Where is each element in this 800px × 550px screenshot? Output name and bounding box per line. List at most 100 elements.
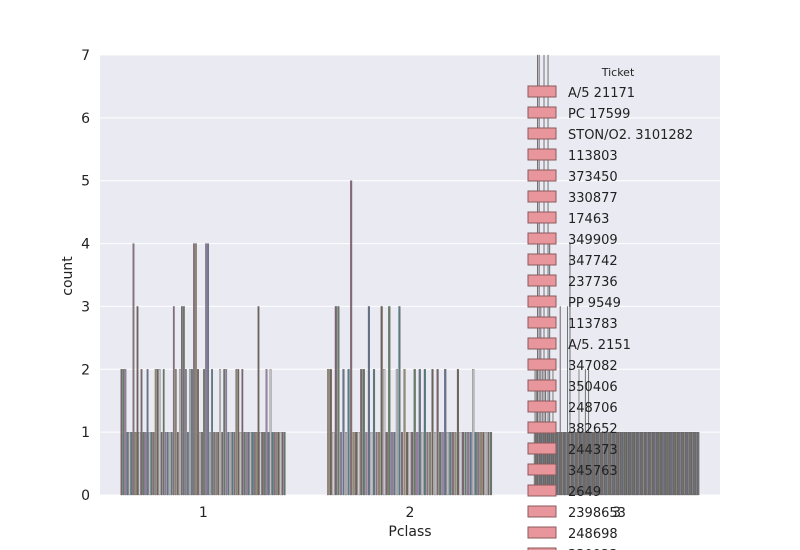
bar xyxy=(588,431,590,496)
bar xyxy=(201,431,203,496)
bar xyxy=(156,369,159,496)
legend-swatch xyxy=(527,211,557,224)
bar xyxy=(560,431,562,496)
bar xyxy=(577,431,579,496)
bar xyxy=(158,369,161,496)
y-tick-label: 4 xyxy=(81,237,90,253)
bar xyxy=(631,431,633,496)
bar xyxy=(635,431,637,496)
bar xyxy=(608,431,610,496)
bar xyxy=(657,431,659,496)
bar xyxy=(426,431,429,496)
bar xyxy=(487,431,490,496)
bar xyxy=(439,431,442,496)
bar xyxy=(674,431,676,496)
bar xyxy=(603,431,605,496)
bar xyxy=(350,180,353,496)
legend-entry: 2649 xyxy=(568,485,601,500)
legend-swatch xyxy=(527,379,557,392)
bar xyxy=(205,243,207,496)
bar xyxy=(687,431,688,496)
bar xyxy=(403,369,406,496)
bar xyxy=(441,431,444,496)
bar xyxy=(459,431,462,496)
bar xyxy=(609,431,611,496)
bar xyxy=(610,431,611,496)
bar xyxy=(623,431,624,496)
bar xyxy=(164,431,167,496)
bar xyxy=(132,243,135,496)
bar xyxy=(657,431,658,496)
bar xyxy=(622,431,624,496)
bar xyxy=(144,431,147,496)
bar xyxy=(627,431,628,496)
bar xyxy=(628,431,630,496)
legend-swatch xyxy=(527,463,557,476)
bar xyxy=(162,369,165,496)
bar xyxy=(253,431,256,496)
bar xyxy=(337,306,340,496)
bar xyxy=(665,431,667,496)
bar xyxy=(347,369,350,496)
bar xyxy=(686,431,688,496)
bar xyxy=(275,431,278,496)
bar xyxy=(225,369,228,496)
bar xyxy=(573,431,575,496)
bar xyxy=(411,431,414,496)
bar xyxy=(408,431,411,496)
bar xyxy=(406,431,409,496)
bar xyxy=(187,431,189,496)
bar xyxy=(679,431,681,496)
y-tick-label: 0 xyxy=(81,488,90,504)
bar xyxy=(697,431,699,496)
y-tick-label: 6 xyxy=(81,111,90,127)
bar xyxy=(271,431,274,496)
bar xyxy=(484,431,487,496)
bar xyxy=(565,431,567,496)
bar xyxy=(273,431,276,496)
bar xyxy=(211,369,213,496)
bar xyxy=(556,431,558,496)
bar xyxy=(667,431,669,496)
legend-entry: 345763 xyxy=(568,464,618,479)
bar xyxy=(580,431,581,496)
bar xyxy=(617,431,619,496)
bar xyxy=(372,369,376,496)
bar xyxy=(235,369,238,496)
bar xyxy=(421,431,424,496)
bar xyxy=(633,431,635,496)
bar xyxy=(663,431,665,496)
bar xyxy=(651,431,653,496)
bar xyxy=(625,431,627,496)
bar xyxy=(267,431,270,496)
bar xyxy=(170,431,173,496)
bar xyxy=(150,431,153,496)
bar xyxy=(166,431,169,496)
bar xyxy=(357,431,360,496)
x-axis-label: Pclass xyxy=(388,524,431,540)
bar xyxy=(239,431,242,496)
bar xyxy=(614,431,616,496)
bar xyxy=(695,431,697,496)
bar xyxy=(467,431,470,496)
bar xyxy=(650,431,652,496)
bar xyxy=(395,369,398,496)
bar xyxy=(646,431,648,496)
bar xyxy=(367,306,370,496)
bar xyxy=(428,431,432,496)
bar xyxy=(656,431,658,496)
bar xyxy=(477,431,480,496)
bar xyxy=(209,431,211,496)
bar xyxy=(605,431,607,496)
bar xyxy=(590,431,592,496)
legend-swatch xyxy=(527,526,557,539)
bar xyxy=(138,431,141,496)
bar xyxy=(378,431,381,496)
legend-swatch xyxy=(527,505,557,518)
bar xyxy=(191,369,193,496)
bar xyxy=(474,431,477,496)
bar xyxy=(327,369,330,496)
legend-entry: 347082 xyxy=(568,359,618,374)
y-tick-labels: 0 1 2 3 4 5 6 7 xyxy=(81,48,90,504)
